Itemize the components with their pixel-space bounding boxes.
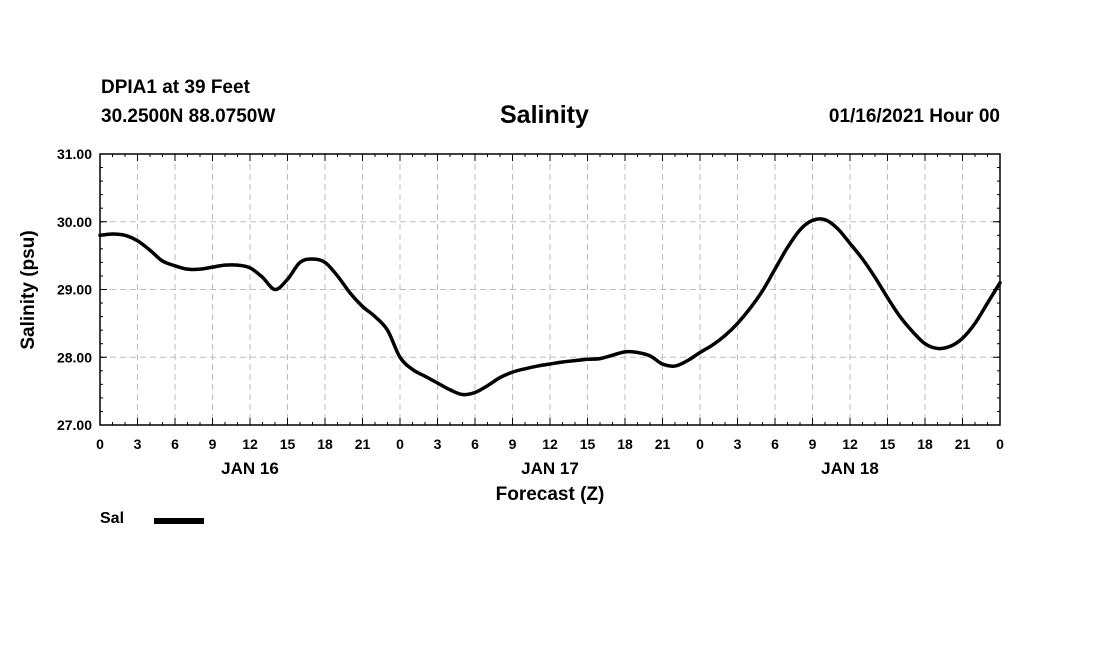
x-tick-label: 0 bbox=[96, 436, 104, 452]
x-tick-label: 0 bbox=[396, 436, 404, 452]
plot-frame bbox=[99, 153, 1001, 426]
x-tick-label: 3 bbox=[734, 436, 742, 452]
x-tick-label: 15 bbox=[280, 436, 296, 452]
x-tick-label: 15 bbox=[880, 436, 896, 452]
x-tick-label: 0 bbox=[696, 436, 704, 452]
x-tick-label: 18 bbox=[317, 436, 333, 452]
x-tick-label: 15 bbox=[580, 436, 596, 452]
forecast-datetime: 01/16/2021 Hour 00 bbox=[828, 106, 1000, 127]
legend: Sal bbox=[100, 510, 205, 528]
x-tick-label: 6 bbox=[171, 436, 179, 452]
y-tick-label: 27.00 bbox=[57, 417, 92, 433]
x-tick-label: 18 bbox=[617, 436, 633, 452]
x-tick-label: 18 bbox=[917, 436, 933, 452]
station-label: DPIA1 at 39 Feet bbox=[101, 77, 250, 98]
x-axis-label: Forecast (Z) bbox=[496, 484, 605, 505]
label-layer: 0 3 6 9 12 15 18 21 0 3 6 9 12 15 18 21 0 3 6 9 12 15 18 21 027.… bbox=[57, 146, 1004, 478]
x-tick-label: 6 bbox=[471, 436, 479, 452]
x-tick-label: 3 bbox=[134, 436, 142, 452]
x-tick-label: 9 bbox=[809, 436, 817, 452]
x-tick-label: 6 bbox=[771, 436, 779, 452]
axis-layer bbox=[99, 153, 1001, 426]
legend-swatch bbox=[154, 518, 205, 524]
x-tick-label: 21 bbox=[355, 436, 371, 452]
legend-label: Sal bbox=[100, 510, 125, 527]
x-tick-label: 21 bbox=[655, 436, 671, 452]
x-tick-label: 9 bbox=[209, 436, 217, 452]
y-tick-label: 30.00 bbox=[57, 214, 92, 230]
x-tick-label: 12 bbox=[242, 436, 258, 452]
y-tick-label: 29.00 bbox=[57, 282, 92, 298]
day-label: JAN 17 bbox=[521, 459, 579, 478]
grid-layer bbox=[100, 154, 1000, 425]
y-tick-label: 28.00 bbox=[57, 349, 92, 365]
coordinates-label: 30.2500N 88.0750W bbox=[101, 106, 276, 127]
x-tick-label: 21 bbox=[955, 436, 971, 452]
series-line-sal bbox=[98, 217, 1002, 397]
x-tick-label: 0 bbox=[996, 436, 1004, 452]
y-tick-label: 31.00 bbox=[57, 146, 92, 162]
x-tick-label: 12 bbox=[842, 436, 858, 452]
chart-title: Salinity bbox=[500, 101, 589, 129]
x-tick-label: 3 bbox=[434, 436, 442, 452]
y-axis-label: Salinity (psu) bbox=[18, 230, 39, 349]
series-layer bbox=[98, 217, 1002, 397]
x-tick-label: 12 bbox=[542, 436, 558, 452]
day-label: JAN 16 bbox=[221, 459, 279, 478]
x-tick-label: 9 bbox=[509, 436, 517, 452]
day-label: JAN 18 bbox=[821, 459, 879, 478]
